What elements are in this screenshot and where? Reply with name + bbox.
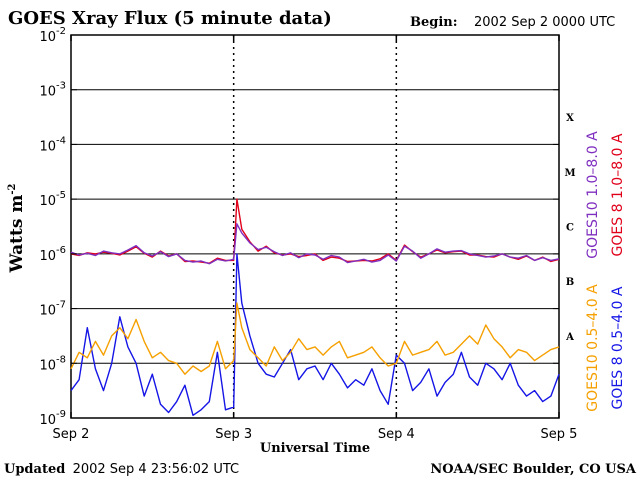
flare-class-label: X bbox=[566, 113, 574, 124]
series-line bbox=[70, 302, 560, 375]
y-tick-label: 10-8 bbox=[39, 354, 66, 373]
y-axis-label: Watts m-2 bbox=[7, 183, 27, 273]
flare-class-labels: X M C B A bbox=[564, 113, 575, 343]
y-axis-label-text: Watts m bbox=[7, 195, 27, 274]
x-axis-ticks: Sep 2 Sep 3 Sep 4 Sep 5 bbox=[53, 35, 578, 442]
flare-class-label: A bbox=[565, 332, 574, 343]
y-tick-label: 10-5 bbox=[39, 190, 66, 209]
flare-class-label: C bbox=[566, 223, 574, 234]
updated-line: Updated 2002 Sep 4 23:56:02 UTC bbox=[4, 461, 239, 477]
begin-value: 2002 Sep 2 0000 UTC bbox=[474, 15, 615, 30]
plot-area bbox=[70, 34, 560, 419]
y-tick-label: 10-9 bbox=[39, 409, 66, 428]
flare-class-label: M bbox=[564, 168, 575, 179]
series-layer bbox=[70, 198, 560, 416]
y-tick-label: 10-6 bbox=[39, 245, 66, 264]
y-axis-ticks: 10-2 10-3 10-4 10-5 10-6 10-7 10-8 10-9 bbox=[39, 26, 559, 428]
x-tick-label: Sep 5 bbox=[541, 427, 578, 442]
updated-value: 2002 Sep 4 23:56:02 UTC bbox=[73, 462, 240, 477]
y-tick-label: 10-3 bbox=[39, 81, 66, 100]
updated-label: Updated bbox=[4, 462, 65, 477]
y-tick-label: 10-4 bbox=[39, 135, 66, 154]
legend-goes8-short: GOES 8 0.5–4.0 A bbox=[610, 286, 626, 409]
y-tick-label: 10-2 bbox=[39, 26, 66, 45]
legend-goes10-short: GOES10 0.5–4.0 A bbox=[585, 284, 601, 412]
credit-text: NOAA/SEC Boulder, CO USA bbox=[430, 462, 637, 477]
x-tick-label: Sep 3 bbox=[215, 427, 252, 442]
series-line bbox=[70, 253, 560, 416]
y-tick-label: 10-7 bbox=[39, 300, 66, 319]
begin-label: Begin: bbox=[410, 15, 458, 30]
x-axis-label: Universal Time bbox=[260, 441, 370, 456]
y-axis-label-sup: -2 bbox=[7, 183, 18, 194]
chart-title: GOES Xray Flux (5 minute data) bbox=[8, 8, 332, 29]
legend-goes8-long: GOES 8 1.0–8.0 A bbox=[610, 133, 626, 256]
x-tick-label: Sep 2 bbox=[53, 427, 90, 442]
series-line bbox=[70, 223, 560, 265]
legend-goes10-long: GOES10 1.0–8.0 A bbox=[585, 131, 601, 259]
x-tick-label: Sep 4 bbox=[378, 427, 415, 442]
flare-class-label: B bbox=[566, 277, 574, 288]
